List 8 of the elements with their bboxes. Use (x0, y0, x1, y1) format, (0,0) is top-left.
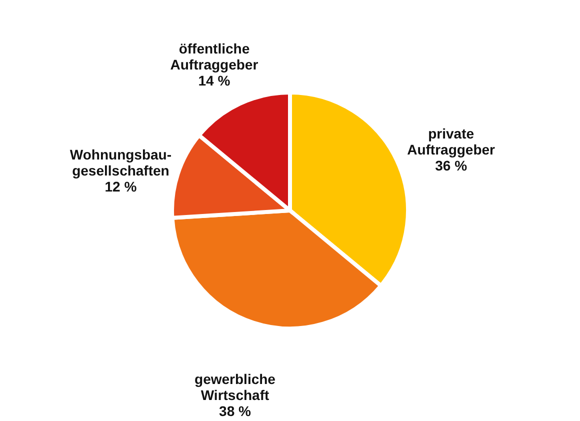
data-label: 36 % (435, 158, 468, 174)
data-label: 38 % (219, 402, 252, 419)
data-label: 12 % (104, 178, 138, 194)
slice-label: private Auftraggeber (407, 126, 496, 158)
data-label: 14 % (198, 72, 231, 88)
slice-label: gewerbliche Wirtschaft (194, 370, 276, 403)
slice-label: Wohnungsbau- gesellschaften (70, 146, 172, 178)
slice-label: öffentliche Auftraggeber (170, 40, 259, 72)
